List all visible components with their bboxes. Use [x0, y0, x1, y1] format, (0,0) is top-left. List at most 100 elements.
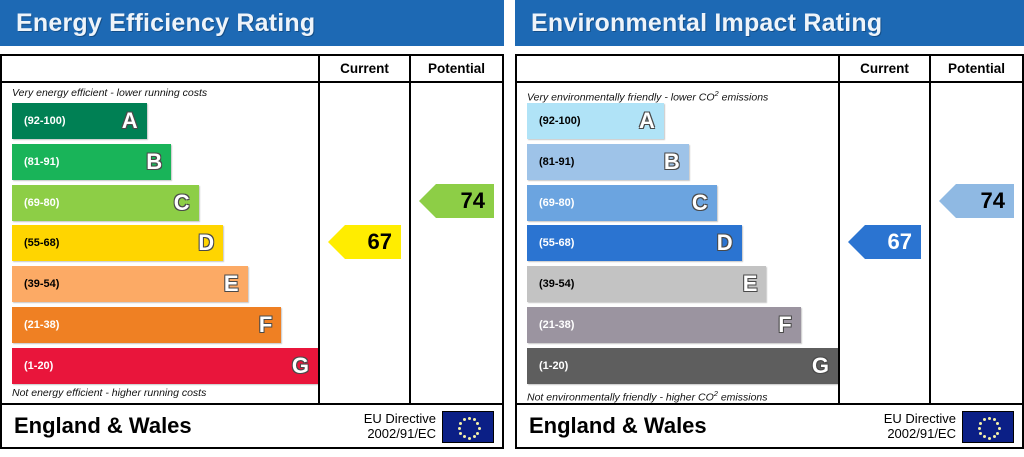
eu-directive-label-energy: EU Directive 2002/91/EC	[364, 411, 436, 441]
eu-star-icon	[462, 417, 466, 421]
current-column-environmental: 67	[840, 83, 931, 403]
caption-bottom-energy: Not energy efficient - higher running co…	[12, 387, 207, 399]
footer-energy: England & Wales EU Directive 2002/91/EC	[0, 403, 504, 449]
band-row: (21-38) F	[12, 307, 282, 344]
band-letter: G	[811, 352, 829, 378]
eu-directive-line2: 2002/91/EC	[887, 426, 956, 441]
eu-star-icon	[987, 416, 991, 420]
caption-top-superscript: 2	[714, 89, 719, 98]
band-letter: G	[291, 352, 309, 378]
page-title-environmental: Environmental Impact Rating	[531, 8, 883, 37]
eu-star-icon	[458, 421, 462, 425]
band-row: (81-91) B	[527, 143, 689, 180]
band-row: (81-91) B	[12, 143, 172, 180]
band-range: (55-68)	[24, 237, 60, 250]
band-list-energy: (92-100) A (81-91) B (69-80) C (55-68)	[2, 101, 318, 386]
potential-column-environmental: 74	[931, 83, 1022, 403]
column-header-potential-environmental: Potential	[947, 61, 1005, 76]
band-letter: F	[258, 312, 273, 338]
eu-stars	[963, 412, 1013, 442]
band-letter: D	[198, 230, 215, 256]
band-letter: A	[638, 108, 655, 133]
band-range: (92-100)	[24, 115, 66, 127]
column-header-current-environmental: Current	[840, 56, 931, 81]
band-row: (69-80) C	[12, 184, 199, 221]
band-row: (1-20) G	[527, 347, 838, 384]
band-range: (21-38)	[24, 319, 60, 332]
band-row: (69-80) C	[527, 184, 717, 221]
chart-body-environmental: Very environmentally friendly - lower CO…	[517, 83, 1022, 404]
band-letter: C	[173, 189, 190, 215]
column-header-blank-environmental	[517, 56, 840, 81]
current-rating-marker-environmental: 67	[848, 225, 921, 259]
caption-bottom-text-pre: Not environmentally friendly - higher CO	[527, 391, 714, 404]
eu-stars	[443, 412, 493, 442]
band-letter: D	[716, 230, 733, 256]
potential-column-energy: 74	[411, 83, 502, 403]
chart-body-energy: Very energy efficient - lower running co…	[2, 83, 502, 403]
band-range: (1-20)	[539, 359, 569, 372]
caption-top-text-pre: Very environmentally friendly - lower CO	[527, 91, 715, 104]
eu-star-icon	[997, 426, 1001, 430]
column-header-current-energy: Current	[320, 56, 411, 81]
chart-table-environmental: Current Potential Very environmentally f…	[515, 54, 1024, 404]
current-rating-marker-energy: 67	[328, 225, 401, 259]
band-range: (21-38)	[539, 319, 575, 332]
eu-star-icon	[467, 436, 471, 440]
eu-star-icon	[472, 435, 476, 439]
band-range: (92-100)	[539, 115, 581, 127]
column-header-row-energy: Current Potential	[2, 56, 502, 83]
eu-star-icon	[462, 435, 466, 439]
column-header-blank-energy	[2, 56, 320, 81]
caption-top-text-post: emissions	[718, 91, 769, 104]
eu-star-icon	[476, 421, 480, 425]
band-row: (21-38) F	[527, 307, 801, 344]
column-header-potential-energy: Potential	[427, 61, 485, 76]
page-title-energy: Energy Efficiency Rating	[16, 8, 316, 37]
caption-top-environmental: Very environmentally friendly - lower CO…	[517, 86, 838, 104]
band-row: (39-54) E	[527, 266, 767, 303]
band-letter: F	[778, 312, 792, 338]
panel-energy-efficiency: Energy Efficiency Rating Current Potenti…	[0, 0, 504, 457]
bands-column-environmental: Very environmentally friendly - lower CO…	[517, 83, 840, 404]
eu-star-icon	[457, 426, 461, 430]
eu-star-icon	[992, 417, 996, 421]
eu-directive-line1: EU Directive	[363, 411, 436, 426]
caption-bottom-environmental: Not environmentally friendly - higher CO…	[517, 386, 838, 404]
band-row: (39-54) E	[12, 266, 248, 303]
band-range: (69-80)	[24, 196, 60, 209]
eu-directive-label-environmental: EU Directive 2002/91/EC	[884, 411, 956, 441]
band-row: (55-68) D	[527, 225, 742, 262]
eu-star-icon	[476, 431, 480, 435]
band-letter: C	[691, 189, 708, 215]
eu-star-icon	[467, 416, 471, 420]
footer-environmental: England & Wales EU Directive 2002/91/EC	[515, 403, 1024, 449]
eu-star-icon	[472, 417, 476, 421]
region-label-energy: England & Wales	[14, 413, 192, 438]
eu-flag-icon	[442, 411, 494, 443]
band-range: (39-54)	[24, 278, 60, 291]
band-row: (92-100) A	[12, 103, 147, 139]
band-range: (81-91)	[539, 155, 575, 168]
band-range: (81-91)	[24, 155, 60, 168]
caption-top-energy: Very energy efficient - lower running co…	[12, 87, 208, 99]
band-list-environmental: (92-100) A (81-91) B (69-80) C (55-68)	[517, 101, 838, 386]
eu-directive-line2: 2002/91/EC	[367, 426, 436, 441]
current-column-energy: 67	[320, 83, 411, 403]
eu-star-icon	[978, 421, 982, 425]
band-letter: E	[223, 271, 239, 297]
band-letter: E	[742, 271, 758, 297]
eu-star-icon	[992, 435, 996, 439]
caption-bottom-text-post: emissions	[717, 391, 768, 404]
eu-star-icon	[996, 421, 1000, 425]
band-letter: B	[146, 148, 163, 174]
band-range: (55-68)	[539, 237, 575, 250]
eu-star-icon	[458, 431, 462, 435]
eu-star-icon	[477, 426, 481, 430]
band-range: (39-54)	[539, 278, 575, 291]
band-range: (69-80)	[539, 196, 575, 209]
eu-star-icon	[982, 435, 986, 439]
chart-table-energy: Current Potential Very energy efficient …	[0, 54, 504, 403]
panel-header-energy: Energy Efficiency Rating	[0, 0, 504, 46]
